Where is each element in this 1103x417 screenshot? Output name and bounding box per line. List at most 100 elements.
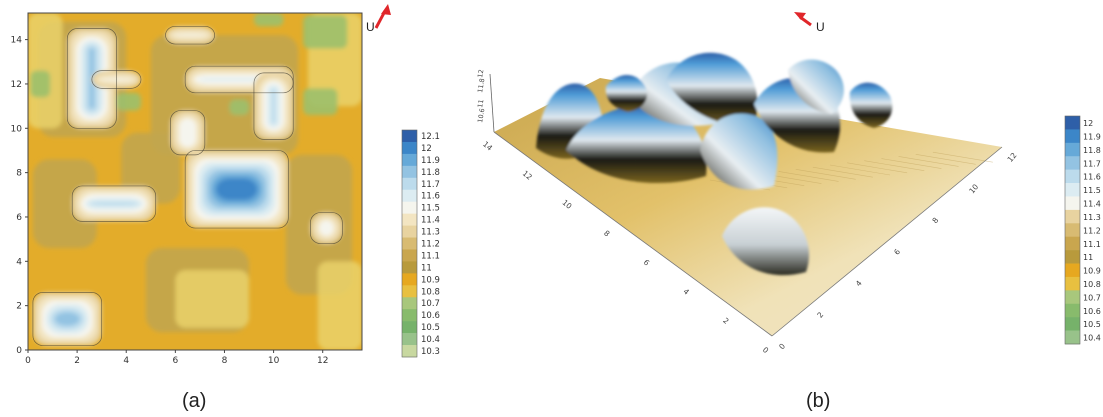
colorbar-label: 11.1 — [421, 251, 440, 261]
contour-line — [310, 212, 343, 244]
contour-zone — [116, 92, 141, 111]
colorbar-label: 10.5 — [1083, 320, 1101, 329]
surface-texture — [812, 166, 873, 178]
colorbar-label: 11 — [421, 263, 432, 273]
contour-line — [91, 70, 142, 89]
colorbar-swatch — [1065, 276, 1080, 291]
contour-zone — [317, 261, 362, 350]
caption-a: (a) — [182, 390, 207, 412]
colorbar-label: 10.8 — [1083, 280, 1101, 289]
colorbar-label: 11.8 — [421, 168, 440, 178]
colorbar-swatch — [402, 177, 417, 191]
colorbar-swatch — [1065, 209, 1080, 224]
x-tick-label: 2 — [815, 310, 825, 320]
y-tick-label: 8 — [16, 169, 22, 179]
surface-texture — [898, 156, 959, 167]
colorbar-swatch — [1065, 317, 1080, 331]
contour-line — [71, 185, 157, 222]
colorbar-label: 10.6 — [1083, 307, 1101, 316]
x-tick-label: 10 — [967, 182, 980, 195]
x-tick-label: 8 — [930, 216, 940, 226]
colorbar-swatch — [1065, 303, 1080, 318]
contour-line — [32, 292, 103, 346]
contour-zone — [28, 13, 63, 129]
contour-line — [253, 72, 294, 140]
y-tick-label: 14 — [481, 140, 494, 153]
colorbar-frame — [1064, 115, 1081, 345]
y-tick-label: 0 — [16, 346, 22, 356]
x-tick-label: 12 — [317, 356, 328, 366]
contour-map-chart: 0 2 4 6 8 10 12 0 2 4 6 8 10 12 14 12.1 12 11.9 11.8 11.7… — [11, 4, 440, 366]
colorbar-swatch — [402, 201, 417, 214]
colorbar-label: 11.1 — [1083, 240, 1101, 249]
colorbar-swatch — [402, 285, 417, 298]
z-axis-line — [489, 73, 495, 133]
surface-texture — [829, 164, 891, 176]
colorbar-swatch — [402, 345, 417, 358]
surface-texture — [847, 162, 908, 174]
y-tick-label: 0 — [761, 345, 771, 355]
colorbar-swatch — [402, 141, 417, 155]
colorbar-label: 11.3 — [421, 228, 440, 238]
x-tick-label: 6 — [892, 247, 902, 257]
colorbar-label: 11.5 — [421, 204, 440, 214]
colorbar-label: 10.6 — [421, 311, 440, 321]
colorbar-swatch — [1065, 196, 1080, 211]
contour-zone — [175, 270, 250, 328]
colorbar-label: 10.4 — [421, 335, 440, 345]
colorbar-label: 11.7 — [1083, 159, 1101, 168]
north-arrow-icon — [794, 12, 812, 27]
colorbar-label: 11 — [1083, 253, 1093, 262]
y-axis-line — [493, 131, 773, 337]
surface-texture — [932, 151, 993, 163]
colorbar-swatch — [1065, 129, 1080, 144]
surface-mound — [700, 113, 778, 190]
x-tick-label: 6 — [172, 356, 178, 366]
contour-zone — [32, 159, 97, 249]
colorbar-a: 12.1 12 11.9 11.8 11.7 11.6 11.5 11.4 11.311.2 11… — [401, 129, 440, 358]
contour-line — [184, 65, 294, 94]
contour-line — [66, 28, 117, 129]
colorbar-label: 11.3 — [1083, 213, 1101, 222]
colorbar-swatch — [402, 225, 417, 238]
x-tick-label: 12 — [1006, 151, 1019, 164]
surface-mound — [605, 74, 648, 112]
colorbar-swatch — [402, 273, 417, 286]
surface-mound — [566, 104, 707, 184]
x-tick-label: 0 — [777, 342, 787, 352]
colorbar-swatch — [402, 297, 417, 310]
colorbar-label: 10.3 — [421, 347, 440, 357]
surface-mound — [666, 52, 758, 127]
x-axis: 0 2 4 6 8 10 12 — [25, 350, 328, 366]
y-tick-label: 6 — [16, 213, 22, 223]
colorbar-swatch — [1065, 116, 1080, 130]
contour-level — [216, 178, 258, 201]
colorbar-label: 10.5 — [421, 323, 440, 333]
direction-label: U — [366, 20, 375, 34]
surface-texture — [778, 171, 839, 182]
surface-mound — [849, 82, 893, 128]
colorbar-swatch — [1065, 223, 1080, 238]
colorbar-swatch — [402, 153, 417, 167]
caption-b: (b) — [806, 390, 831, 412]
colorbar-swatch — [1065, 263, 1080, 278]
y-tick-label: 4 — [681, 287, 691, 297]
x-tick-label: 4 — [854, 279, 864, 289]
colorbar-label: 10.9 — [1083, 267, 1101, 276]
colorbar-swatch — [1065, 330, 1080, 345]
colorbar-label: 11.6 — [421, 192, 440, 202]
colorbar-frame — [401, 129, 418, 358]
colorbar-label: 12 — [421, 144, 432, 154]
surface-texture — [881, 158, 942, 169]
colorbar-label: 11.9 — [1083, 132, 1101, 141]
colorbar-label: 11.7 — [421, 180, 440, 190]
colorbar-label: 11.4 — [1083, 200, 1101, 209]
colorbar-swatch — [402, 130, 417, 143]
x-axis-line — [771, 146, 1003, 337]
y-tick-label: 14 — [11, 36, 23, 46]
y-tick-label: 8 — [602, 229, 612, 239]
colorbar-swatch — [402, 261, 417, 274]
y-axis: 0 2 4 6 8 10 12 14 — [11, 36, 28, 356]
surface-texture — [795, 168, 856, 180]
